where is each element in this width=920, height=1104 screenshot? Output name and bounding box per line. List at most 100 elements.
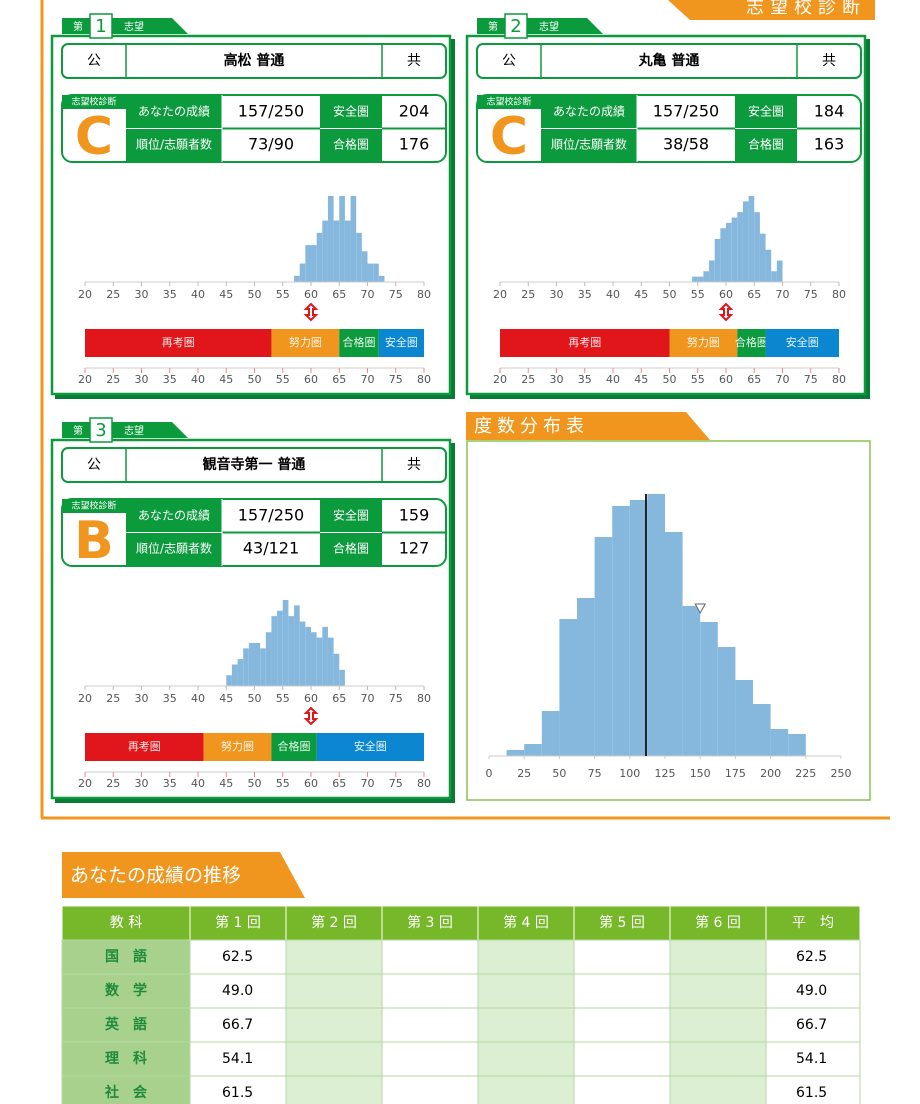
tick-label: 50	[663, 373, 677, 386]
zone-label: 努力圏	[687, 335, 720, 349]
hist-bar	[748, 196, 755, 282]
cell-value: 157/250	[653, 102, 719, 121]
score-value: 49.0	[222, 983, 253, 999]
table-cell	[285, 1007, 383, 1043]
header-text: 第 2 回	[311, 914, 357, 931]
tick-label: 100	[619, 767, 640, 780]
tick-label: 250	[831, 767, 852, 780]
tick-label: 80	[832, 288, 846, 301]
freq-bar	[506, 750, 525, 756]
tick-label: 50	[663, 288, 677, 301]
table-cell	[189, 939, 287, 975]
hist-bar	[288, 616, 295, 686]
cell-label: 合格圏	[333, 541, 369, 556]
cell-value: 43/121	[243, 539, 299, 558]
hist-bar	[243, 648, 249, 686]
cell-value: 204	[399, 102, 430, 121]
tab-suffix: 志望	[124, 20, 144, 33]
header-title: 志望校診断	[746, 0, 866, 18]
tick-label: 225	[795, 767, 816, 780]
tick-label: 35	[578, 288, 592, 301]
tick-label: 55	[276, 288, 290, 301]
freq-bar	[788, 734, 806, 756]
tab-prefix: 第	[73, 424, 83, 437]
tick-label: 45	[634, 288, 648, 301]
tick-label: 70	[361, 777, 375, 790]
tick-label: 50	[248, 692, 262, 705]
tick-label: 60	[304, 373, 318, 386]
school-type: 公	[87, 53, 101, 69]
tick-label: 75	[389, 777, 403, 790]
zone-label: 努力圏	[221, 739, 254, 753]
tick-label: 40	[606, 288, 620, 301]
header-tab	[668, 0, 875, 20]
tick-label: 65	[332, 288, 346, 301]
tick-label: 0	[486, 767, 493, 780]
hist-bar	[339, 196, 345, 282]
subject: 数 学	[105, 982, 147, 999]
zone-label: 合格圏	[278, 739, 311, 753]
tick-label: 55	[276, 777, 290, 790]
tick-label: 75	[588, 767, 602, 780]
table-cell	[381, 1007, 479, 1043]
cell-value: 73/90	[248, 135, 294, 154]
school-kyou: 共	[407, 457, 421, 473]
freq-bar	[629, 500, 648, 756]
tick-label: 65	[747, 373, 761, 386]
freq-bar	[647, 494, 665, 756]
tick-label: 40	[191, 288, 205, 301]
tick-label: 35	[163, 692, 177, 705]
hist-bar	[316, 637, 323, 686]
table-cell	[61, 1075, 191, 1104]
freq-bar	[717, 647, 736, 756]
tick-label: 55	[691, 373, 705, 386]
zone	[339, 329, 379, 357]
table-cell	[61, 1007, 191, 1043]
tick-label: 25	[106, 288, 120, 301]
hist-bar	[765, 249, 772, 282]
tab-rank: 1	[95, 16, 106, 37]
table-cell	[381, 1075, 479, 1104]
tick-label: 200	[760, 767, 781, 780]
tick-label: 20	[78, 288, 92, 301]
cell-value: 127	[399, 539, 430, 558]
cell-label: 順位/志願者数	[551, 137, 627, 152]
school-kyou: 共	[407, 53, 421, 69]
tick-label: 30	[135, 373, 149, 386]
cell-label: 順位/志願者数	[136, 541, 212, 556]
cell-value: 157/250	[238, 102, 304, 121]
hist-bar	[248, 643, 255, 686]
tick-label: 25	[521, 288, 535, 301]
zone-label: 再考圏	[162, 336, 195, 349]
diag-label-bg	[62, 499, 126, 513]
table-cell	[285, 973, 383, 1009]
hist-bar	[754, 212, 760, 282]
tick-label: 30	[135, 777, 149, 790]
hist-bar	[299, 621, 306, 686]
tick-label: 25	[517, 767, 531, 780]
table-cell	[189, 1041, 287, 1077]
hist-bar	[709, 260, 715, 282]
tick-label: 60	[719, 288, 733, 301]
average-value: 62.5	[796, 949, 827, 965]
tick-label: 75	[389, 288, 403, 301]
hist-bar	[720, 228, 726, 282]
freq-bar	[700, 622, 718, 756]
tick-label: 65	[747, 288, 761, 301]
zone-label: 安全圏	[354, 739, 387, 753]
hist-bar	[311, 245, 317, 282]
tick-label: 50	[552, 767, 566, 780]
tick-label: 50	[248, 373, 262, 386]
hist-bar	[271, 616, 278, 686]
name-row	[61, 447, 447, 483]
tick-label: 70	[361, 288, 375, 301]
diag-label-bg	[62, 95, 126, 109]
hist-bar	[333, 653, 340, 686]
tick-label: 40	[606, 373, 620, 386]
table-cell	[669, 1007, 767, 1043]
tick-label: 45	[219, 288, 233, 301]
cell-label: 合格圏	[333, 137, 369, 152]
hist-bar	[265, 632, 272, 686]
tick-label: 45	[219, 373, 233, 386]
table-cell	[285, 1041, 383, 1077]
